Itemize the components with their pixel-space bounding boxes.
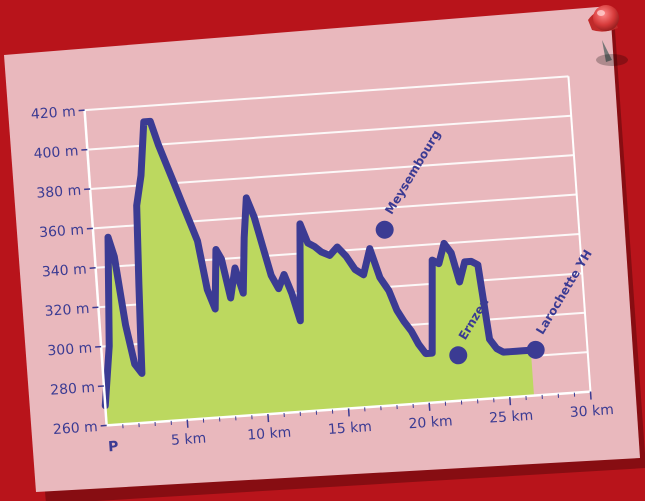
y-tick-label: 380 m [36,183,82,202]
y-tick-label: 420 m [30,104,76,123]
grid-line [84,75,569,112]
x-tick-mark [267,414,270,423]
x-tick-label: 30 km [569,402,614,421]
x-tick-mark [347,408,350,417]
y-tick-labels: 260 m 280 m 300 m 320 m 340 m 360 m 380 m 400 m… [30,104,107,438]
y-tick-label: 340 m [41,261,87,280]
x-tick-mark [509,397,512,406]
x-tick-mark [186,419,189,428]
grid-line-right [567,76,592,392]
poi-marker [526,340,545,359]
elevation-line [101,117,535,410]
x-tick-label: 25 km [489,408,534,427]
y-tick-label: 300 m [47,340,93,359]
x-tick-mark [589,391,592,400]
grid-line [87,114,572,151]
y-tick-label: 400 m [33,143,79,162]
x-tick-mark [428,402,431,411]
start-marker-label: P [108,439,119,456]
y-tick-label: 260 m [52,419,98,438]
y-tick-label: 280 m [50,380,96,399]
elevation-area-fill [105,121,534,426]
poi-marker [449,346,468,365]
x-tick-label: 5 km [171,431,207,449]
push-pin-icon [588,5,628,66]
x-tick-label: 20 km [408,413,453,432]
x-tick-label: 15 km [327,419,372,438]
y-tick-label: 360 m [39,222,85,241]
poi-marker [375,220,394,239]
y-tick-label: 320 m [44,301,90,320]
plot-area: 260 m 280 m 300 m 320 m 340 m 360 m 380 m 400 m… [30,75,614,456]
x-tick-labels: 5 km 10 km 15 km 20 km 25 km 30 km [122,391,614,449]
x-tick-label: 10 km [247,425,292,444]
